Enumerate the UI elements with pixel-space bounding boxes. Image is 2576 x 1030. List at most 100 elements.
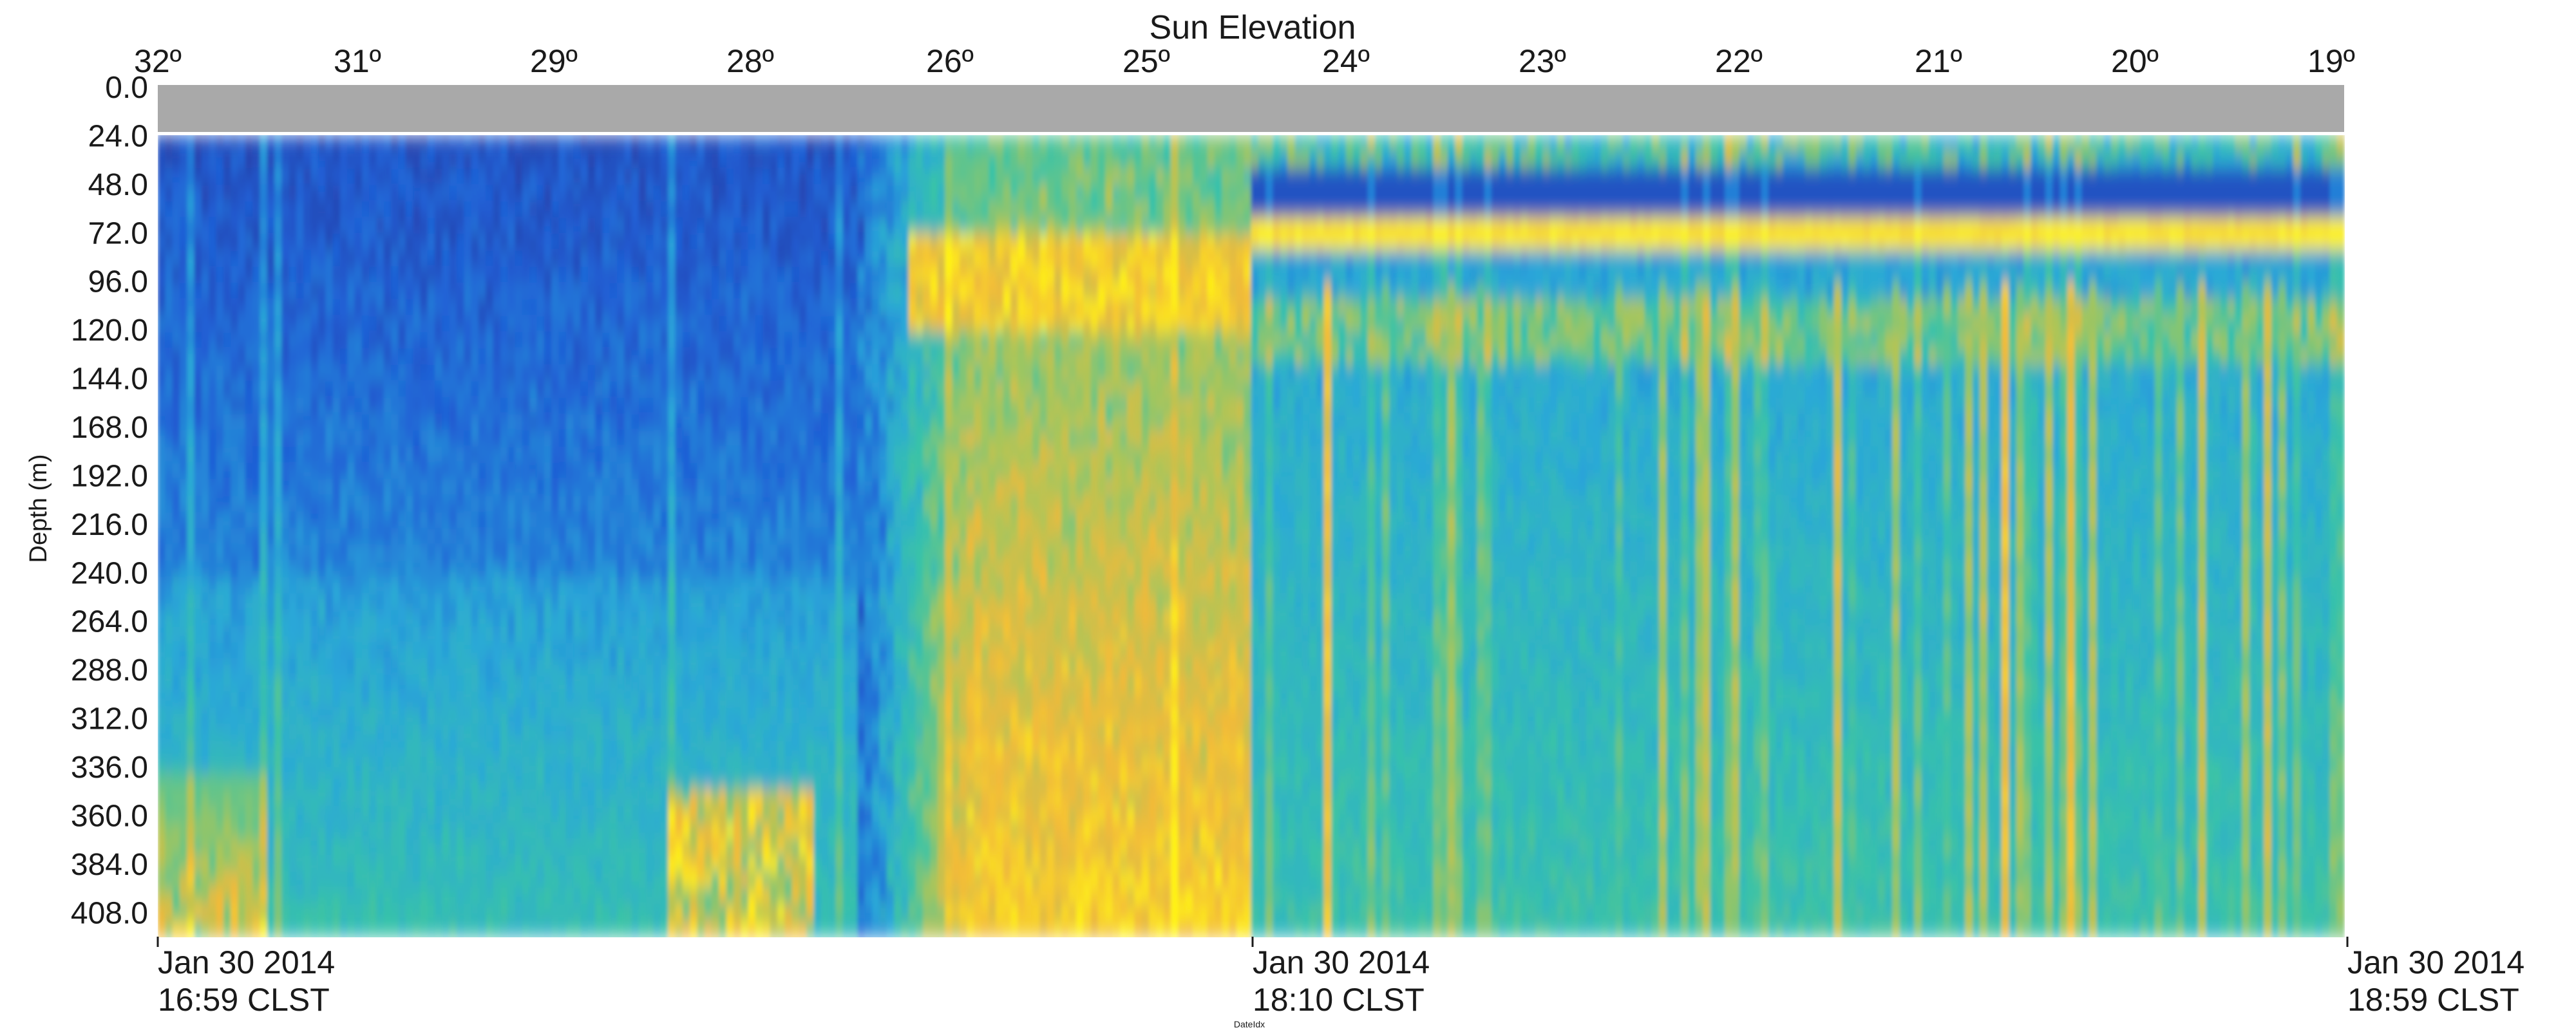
heat-cell [310, 217, 319, 234]
heat-cell [820, 544, 829, 561]
heat-cell [172, 855, 180, 872]
heat-cell [325, 511, 334, 529]
heat-cell [712, 724, 720, 742]
heat-cell [631, 642, 639, 660]
heat-cell [697, 283, 705, 300]
heat-cell [223, 822, 231, 839]
heat-cell [267, 642, 275, 660]
heat-cell [223, 250, 231, 267]
heat-cell [719, 773, 727, 791]
heat-cell [544, 446, 552, 464]
heat-cell [646, 478, 654, 496]
heat-cell [376, 413, 384, 431]
heat-cell [464, 691, 472, 709]
heat-cell [675, 577, 683, 594]
heat-cell [587, 135, 596, 153]
heat-cell [216, 266, 224, 283]
heat-cell [398, 266, 406, 283]
heat-cell [464, 462, 472, 480]
heat-cell [281, 315, 290, 333]
heat-cell [726, 560, 734, 578]
heat-cell [558, 577, 567, 594]
heat-cell [682, 805, 690, 823]
heat-cell [558, 707, 567, 725]
heat-cell [172, 871, 180, 888]
heat-cell [624, 184, 632, 201]
heat-cell [536, 299, 545, 316]
heat-cell [813, 593, 822, 610]
heat-cell [631, 135, 639, 153]
heat-cell [558, 380, 567, 398]
heat-cell [791, 659, 800, 676]
heat-cell [427, 707, 435, 725]
heat-cell [653, 283, 661, 300]
heat-cell [427, 855, 435, 872]
heat-cell [813, 266, 822, 283]
heat-cell [734, 920, 742, 937]
heat-cell [886, 642, 895, 660]
heat-cell [813, 659, 822, 676]
heat-cell [187, 429, 195, 447]
heat-cell [391, 233, 399, 251]
heat-cell [784, 887, 793, 904]
heat-cell [638, 462, 647, 480]
heat-cell [245, 201, 253, 218]
heat-cell [449, 904, 457, 921]
heat-cell [289, 610, 297, 627]
heat-cell [201, 610, 210, 627]
heat-cell [755, 528, 764, 545]
heat-cell [515, 871, 523, 888]
heat-cell [179, 511, 188, 529]
heat-cell [289, 478, 297, 496]
heat-cell [835, 855, 844, 872]
heat-cell [391, 838, 399, 856]
heat-cell [638, 266, 647, 283]
heat-cell [522, 659, 530, 676]
heat-cell [471, 544, 479, 561]
heat-cell [201, 528, 210, 545]
heat-cell [238, 217, 246, 234]
heat-cell [274, 871, 283, 888]
heat-cell [587, 413, 596, 431]
heat-cell [777, 544, 786, 561]
heat-cell [777, 724, 786, 742]
heat-cell [471, 740, 479, 758]
heat-cell [361, 838, 370, 856]
heat-cell [573, 332, 582, 349]
heat-cell [806, 511, 815, 529]
heat-cell [879, 184, 887, 201]
heat-cell [573, 560, 582, 578]
heat-cell [339, 413, 348, 431]
heat-cell [252, 348, 261, 365]
heat-cell [201, 266, 210, 283]
heat-cell [806, 250, 815, 267]
heat-cell [886, 724, 895, 742]
heat-cell [332, 283, 341, 300]
heat-cell [486, 724, 494, 742]
heat-cell [427, 380, 435, 398]
heat-cell [791, 135, 800, 153]
heat-cell [158, 544, 166, 561]
heat-cell [712, 626, 720, 643]
heat-cell [405, 805, 413, 823]
heat-cell [158, 151, 166, 169]
heat-cell [638, 805, 647, 823]
heat-cell [179, 250, 188, 267]
heat-cell [770, 642, 778, 660]
heat-cell [624, 659, 632, 676]
heat-cell [544, 528, 552, 545]
heat-cell [704, 659, 712, 676]
heat-cell [245, 577, 253, 594]
heat-cell [624, 495, 632, 512]
heat-cell [551, 920, 560, 937]
heat-cell [376, 871, 384, 888]
heat-cell [835, 707, 844, 725]
heat-cell [260, 201, 268, 218]
heat-cell [544, 332, 552, 349]
heat-cell [303, 740, 312, 758]
heat-cell [850, 577, 858, 594]
heat-cell [209, 610, 217, 627]
heat-cell [697, 756, 705, 774]
heat-cell [223, 560, 231, 578]
heat-cell [806, 838, 815, 856]
